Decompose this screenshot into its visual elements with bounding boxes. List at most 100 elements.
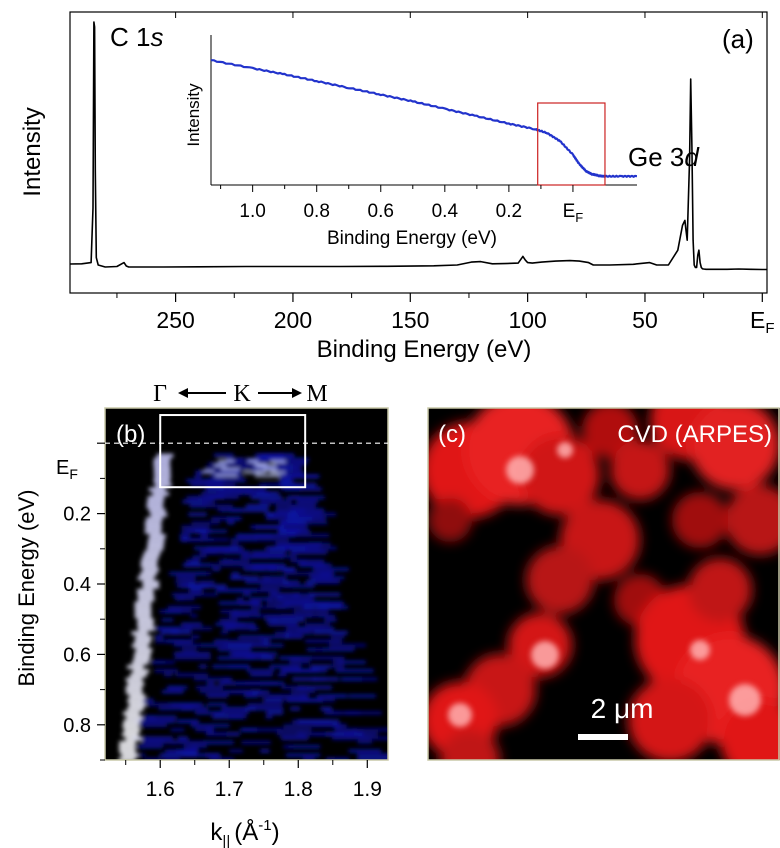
band-streak xyxy=(221,707,256,711)
fermi-patch xyxy=(247,459,259,463)
bright-band-segment xyxy=(134,614,152,619)
band-streak xyxy=(275,542,309,546)
bright-band-segment xyxy=(155,483,172,488)
band-streak xyxy=(291,496,300,499)
band-streak xyxy=(251,466,281,470)
intensity-blob xyxy=(688,558,752,622)
panel-b-y-ticks: 0.2 0.4 0.6 0.8 xyxy=(63,442,105,761)
band-streak xyxy=(134,753,146,757)
bright-band-segment xyxy=(148,487,166,492)
panel-b-x-ticks: 1.6 1.7 1.8 1.9 xyxy=(125,760,382,801)
band-streak xyxy=(208,462,247,466)
band-streak xyxy=(176,719,200,723)
band-streak xyxy=(317,694,347,698)
band-streak xyxy=(323,711,356,715)
band-streak xyxy=(251,567,266,571)
band-streak xyxy=(312,656,345,660)
x-tick-label: 1.6 xyxy=(146,778,175,801)
band-streak xyxy=(175,673,209,677)
band-streak xyxy=(282,470,304,474)
band-streak xyxy=(153,660,175,664)
band-streak xyxy=(215,588,258,592)
band-streak xyxy=(277,597,311,601)
bright-band-segment xyxy=(140,563,158,568)
band-streak xyxy=(275,508,306,512)
panel-a: 250 200 150 100 50 EF (a) C 1s Ge 3d Intensit… xyxy=(19,11,775,363)
band-streak xyxy=(205,487,224,491)
bright-band-segment xyxy=(131,631,149,636)
fermi-patch xyxy=(254,474,281,478)
band-streak xyxy=(226,521,235,525)
fermi-patch xyxy=(270,460,286,464)
band-streak xyxy=(213,453,234,457)
band-streak xyxy=(275,605,286,609)
bright-band-segment xyxy=(148,508,166,513)
band-streak xyxy=(194,474,202,478)
band-streak xyxy=(324,618,337,622)
bright-band-segment xyxy=(137,622,154,627)
y-tick-label: 0.4 xyxy=(63,574,91,596)
band-streak xyxy=(216,491,243,495)
fermi-patch xyxy=(243,470,262,474)
band-streak xyxy=(183,538,203,542)
bright-band-segment xyxy=(122,724,140,729)
band-streak xyxy=(181,525,210,529)
band-streak xyxy=(279,483,317,487)
band-streak xyxy=(338,660,366,664)
band-streak xyxy=(207,702,227,706)
band-streak xyxy=(247,702,283,706)
band-streak xyxy=(191,521,220,525)
inset-y-label: Intensity xyxy=(184,83,203,147)
band-streak xyxy=(306,648,316,652)
band-streak xyxy=(132,736,174,740)
bright-band-segment xyxy=(142,580,160,585)
band-streak xyxy=(181,622,202,626)
band-streak xyxy=(199,538,229,542)
band-streak xyxy=(235,681,260,685)
x-tick-label: 1.7 xyxy=(215,778,244,801)
band-streak xyxy=(239,563,277,567)
band-streak xyxy=(284,546,308,550)
x-tick-label-fermi: EF xyxy=(750,307,775,337)
band-streak xyxy=(256,614,296,618)
band-streak xyxy=(244,694,259,698)
band-streak xyxy=(175,580,189,584)
inset: 1.0 0.8 0.6 0.4 0.2 EF Intensity Binding Ener… xyxy=(184,35,637,249)
band-streak xyxy=(259,694,301,698)
band-streak xyxy=(274,631,289,635)
band-streak xyxy=(297,686,309,690)
bright-band-segment xyxy=(123,711,140,716)
band-streak xyxy=(357,740,373,744)
band-streak xyxy=(271,500,292,504)
band-streak xyxy=(224,550,251,554)
arrow-head-m xyxy=(292,388,302,398)
band-streak xyxy=(190,724,230,728)
band-streak xyxy=(250,496,283,499)
spatial-intensity-map xyxy=(428,408,780,760)
band-streak xyxy=(313,677,340,681)
band-streak xyxy=(170,728,185,732)
inset-x-tick-label: 0.4 xyxy=(432,201,459,222)
band-streak xyxy=(260,584,293,588)
bright-band-segment xyxy=(147,542,164,547)
band-streak xyxy=(231,614,250,618)
band-streak xyxy=(218,681,245,685)
intensity-blob xyxy=(610,440,670,500)
band-streak xyxy=(303,757,315,760)
x-tick-label: 1.8 xyxy=(284,778,313,801)
bright-band-segment xyxy=(133,656,151,661)
arrow-head-gamma xyxy=(178,388,188,398)
bright-band-segment xyxy=(129,673,147,678)
band-streak xyxy=(274,512,289,516)
band-streak xyxy=(304,622,331,626)
fermi-label-b: EF xyxy=(56,457,78,482)
band-streak xyxy=(320,707,333,711)
band-streak xyxy=(190,496,225,499)
bright-band-segment xyxy=(146,504,164,509)
band-streak xyxy=(292,677,317,681)
band-streak xyxy=(179,534,190,538)
band-streak xyxy=(290,559,307,563)
band-streak xyxy=(217,656,255,660)
band-streak xyxy=(278,457,309,461)
band-streak xyxy=(289,660,310,664)
